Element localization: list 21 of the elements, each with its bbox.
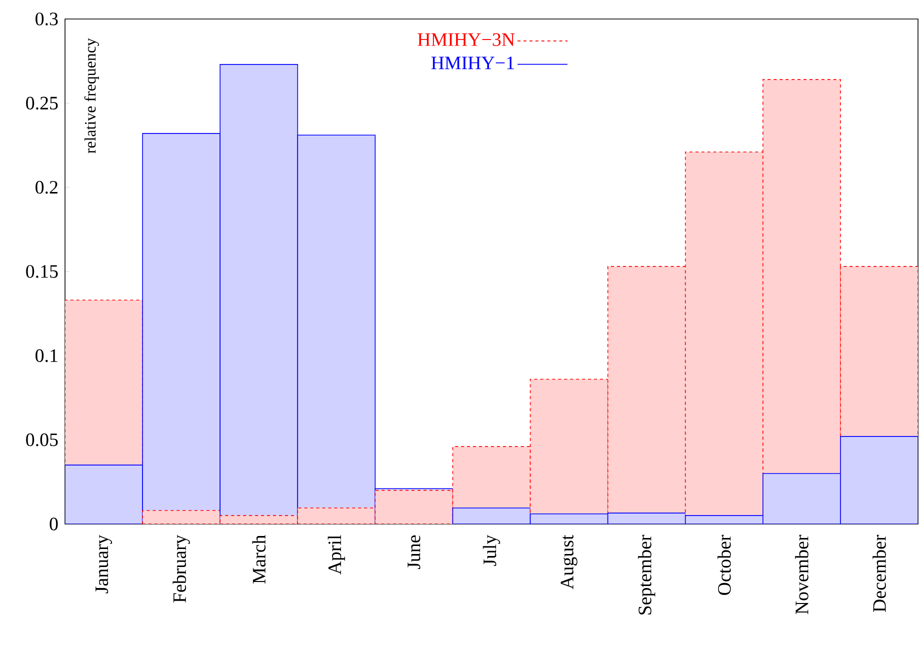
x-tick-label: December [872,534,886,612]
y-tick-label: 0.05 [26,433,58,446]
y-tick-label: 0.2 [36,180,58,194]
x-tick-label: November [795,534,808,614]
legend-label: HMIHY−3N [418,33,515,46]
x-tick-label: April [328,535,345,575]
x-tick-label: January [96,534,112,594]
y-tick-label: 0.15 [26,265,58,278]
y-axis-title: relative frequency [84,38,99,154]
y-tick-label: 0.3 [36,12,58,26]
x-tick-label: February [172,534,190,603]
legend-label: HMIHY−1 [431,56,514,70]
y-tick-label: 0 [50,518,58,530]
x-tick-label: October [717,534,731,595]
x-tick-label: July [482,534,500,566]
y-tick-label: 0.25 [26,96,58,110]
x-tick-label: August [560,534,578,590]
y-tick-label: 0.1 [36,349,58,362]
x-tick-label: September [638,534,656,614]
x-tick-label: June [408,535,420,570]
x-tick-label: March [252,534,266,584]
